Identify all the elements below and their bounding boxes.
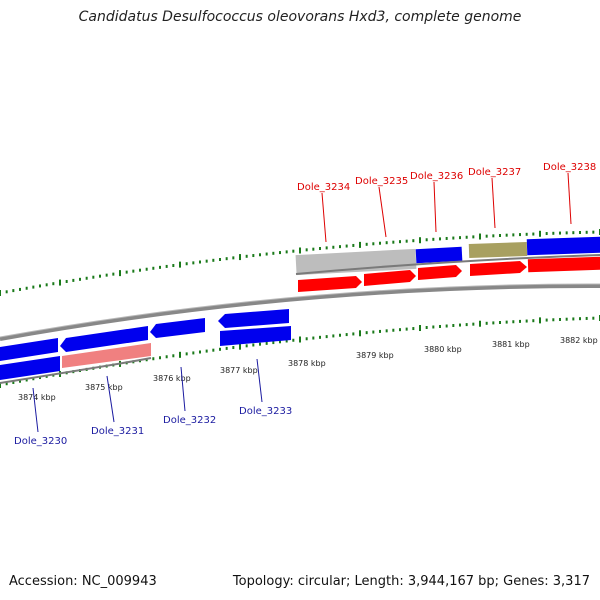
gene-label-dole-3233[interactable]: Dole_3233 [239, 406, 292, 417]
reverse-genes [0, 309, 291, 384]
forward-baseline [295, 254, 600, 275]
leader-line [378, 186, 387, 238]
gene-label-dole-3230[interactable]: Dole_3230 [14, 436, 67, 447]
gene-pink-dole-3231[interactable] [62, 343, 151, 368]
gene-red-3[interactable] [418, 265, 462, 280]
kbp-label: 3875 kbp [85, 383, 123, 392]
gene-blue-c[interactable] [150, 318, 205, 338]
kbp-label: 3876 kbp [153, 374, 191, 383]
upper-tick-track [0, 229, 600, 296]
genome-axis [0, 283, 600, 341]
kbp-label: 3874 kbp [18, 393, 56, 402]
gene-red-4[interactable] [470, 261, 527, 276]
gene-olive[interactable] [468, 241, 528, 259]
kbp-label: 3882 kbp [560, 336, 598, 345]
kbp-scale: 3874 kbp 3875 kbp 3876 kbp 3877 kbp 3878… [18, 336, 598, 402]
map-title: Candidatus Desulfococcus oleovorans Hxd3… [78, 9, 522, 25]
lower-gene-labels: Dole_3230 Dole_3231 Dole_3232 Dole_3233 [14, 358, 292, 447]
gene-label-dole-3232[interactable]: Dole_3232 [163, 415, 216, 426]
genome-stats-text: Topology: circular; Length: 3,944,167 bp… [232, 574, 590, 589]
gene-label-dole-3231[interactable]: Dole_3231 [91, 426, 144, 437]
leader-line [433, 181, 437, 233]
gene-red-5[interactable] [527, 256, 600, 273]
gene-dole-3238-block[interactable] [526, 236, 600, 256]
kbp-label: 3880 kbp [424, 345, 462, 354]
leader-line [256, 358, 263, 403]
gene-label-dole-3236[interactable]: Dole_3236 [410, 171, 463, 182]
kbp-label: 3879 kbp [356, 351, 394, 360]
kbp-label: 3878 kbp [288, 359, 326, 368]
gene-label-dole-3235[interactable]: Dole_3235 [355, 176, 408, 187]
leader-line [567, 172, 572, 225]
leader-line [491, 177, 496, 229]
gene-dole-3236-block[interactable] [415, 246, 463, 264]
gene-label-dole-3238[interactable]: Dole_3238 [543, 162, 596, 173]
gene-blue-e[interactable] [0, 356, 60, 380]
gene-label-dole-3234[interactable]: Dole_3234 [297, 182, 350, 193]
gene-blue-a[interactable] [0, 338, 58, 361]
gene-grey[interactable] [295, 248, 417, 276]
leader-line [106, 375, 115, 423]
gene-blue-b[interactable] [60, 326, 148, 352]
leader-line [180, 366, 186, 412]
reverse-baseline [0, 357, 152, 384]
upper-gene-labels: Dole_3234 Dole_3235 Dole_3236 Dole_3237 … [297, 162, 596, 243]
gene-red-1[interactable] [298, 276, 362, 292]
accession-text: Accession: NC_009943 [9, 574, 157, 589]
forward-genes [295, 236, 600, 292]
gene-blue-dole-3233[interactable] [220, 326, 291, 346]
kbp-label: 3881 kbp [492, 340, 530, 349]
gene-label-dole-3237[interactable]: Dole_3237 [468, 167, 521, 178]
gene-blue-d[interactable] [218, 309, 289, 328]
leader-line [321, 192, 327, 243]
gene-red-2[interactable] [364, 270, 416, 286]
genome-axis-highlight [0, 283, 600, 338]
kbp-label: 3877 kbp [220, 366, 258, 375]
leader-line [32, 387, 39, 433]
